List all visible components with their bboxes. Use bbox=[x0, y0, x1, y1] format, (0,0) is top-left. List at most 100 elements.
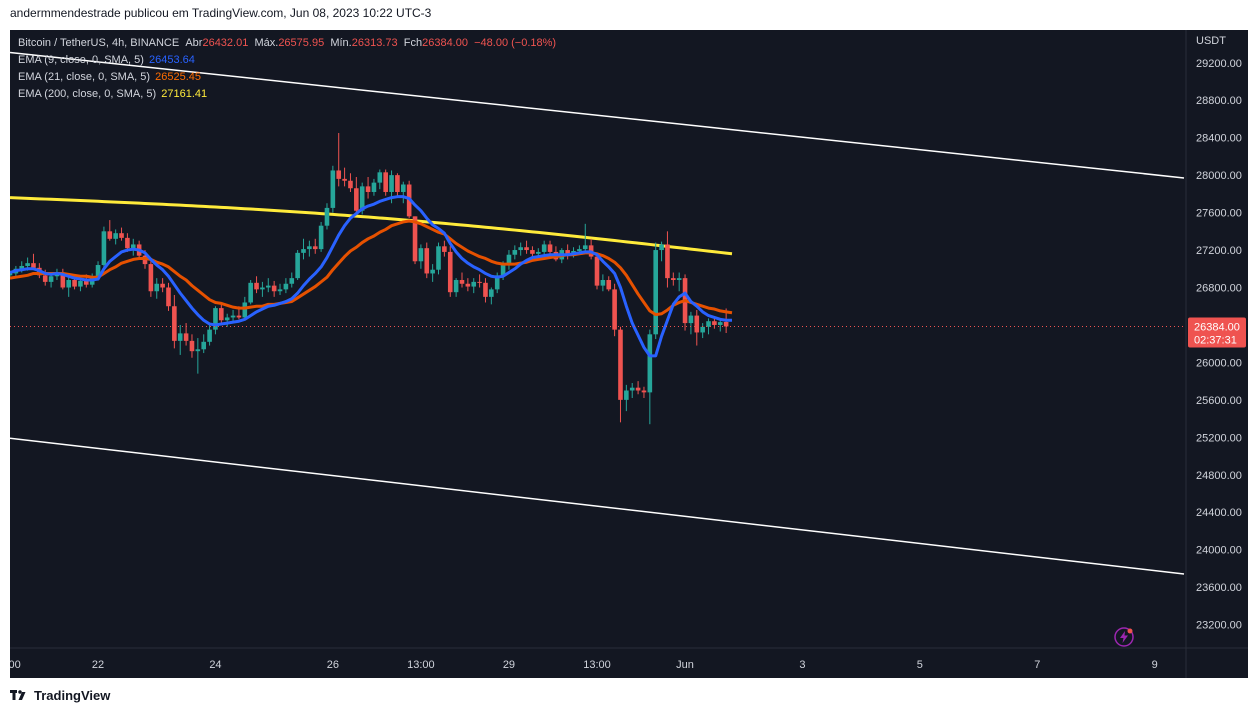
candle-body[interactable] bbox=[254, 282, 259, 290]
last-price-badge[interactable] bbox=[1188, 317, 1246, 348]
candle-body[interactable] bbox=[717, 322, 723, 325]
candle-body[interactable] bbox=[647, 334, 653, 393]
candle-body[interactable] bbox=[95, 265, 101, 277]
candle-body[interactable] bbox=[506, 254, 512, 266]
candle-body[interactable] bbox=[418, 248, 424, 262]
lightning-icon[interactable] bbox=[1113, 626, 1135, 648]
candle-body[interactable] bbox=[512, 250, 518, 255]
candle-body[interactable] bbox=[265, 285, 271, 288]
candle-body[interactable] bbox=[324, 207, 330, 226]
candle-body[interactable] bbox=[494, 275, 500, 290]
candle-body[interactable] bbox=[694, 315, 700, 333]
candle-body[interactable] bbox=[318, 225, 324, 250]
candle-body[interactable] bbox=[541, 244, 547, 252]
candle-body[interactable] bbox=[665, 244, 670, 279]
candle-body[interactable] bbox=[84, 280, 89, 285]
candle-body[interactable] bbox=[148, 264, 154, 292]
candle-body[interactable] bbox=[412, 216, 418, 262]
symbol-title[interactable]: Bitcoin / TetherUS, 4h, BINANCE bbox=[18, 37, 180, 49]
candle-body[interactable] bbox=[489, 289, 494, 297]
candle-body[interactable] bbox=[101, 231, 107, 266]
candle-body[interactable] bbox=[671, 278, 676, 281]
candle-body[interactable] bbox=[641, 390, 647, 393]
candle-body[interactable] bbox=[10, 273, 13, 276]
candle-body[interactable] bbox=[154, 283, 160, 292]
candle-body[interactable] bbox=[400, 184, 406, 192]
candle-body[interactable] bbox=[42, 275, 48, 282]
candle-body[interactable] bbox=[307, 246, 312, 250]
candle-body[interactable] bbox=[195, 349, 201, 352]
candle-body[interactable] bbox=[242, 302, 248, 318]
candle-body[interactable] bbox=[600, 280, 606, 286]
candle-body[interactable] bbox=[213, 308, 218, 330]
candle-body[interactable] bbox=[471, 281, 477, 287]
candle-body[interactable] bbox=[354, 188, 359, 211]
candle-body[interactable] bbox=[436, 246, 441, 270]
candle-body[interactable] bbox=[248, 282, 253, 303]
candle-body[interactable] bbox=[312, 246, 318, 250]
candle-body[interactable] bbox=[453, 280, 459, 293]
candle-body[interactable] bbox=[430, 269, 435, 274]
candle-body[interactable] bbox=[113, 233, 118, 239]
candle-body[interactable] bbox=[524, 247, 529, 251]
candle-body[interactable] bbox=[618, 329, 623, 400]
legend-ema21-row[interactable]: EMA (21, close, 0, SMA, 5) 26525.45 bbox=[18, 69, 556, 86]
candle-body[interactable] bbox=[342, 178, 347, 181]
candle-body[interactable] bbox=[78, 280, 83, 287]
candle-body[interactable] bbox=[383, 172, 388, 192]
candle-body[interactable] bbox=[271, 285, 277, 292]
ema200-line[interactable] bbox=[10, 196, 733, 256]
candle-body[interactable] bbox=[125, 237, 130, 249]
candle-body[interactable] bbox=[659, 244, 664, 251]
candle-body[interactable] bbox=[612, 289, 617, 330]
legend-ema200-row[interactable]: EMA (200, close, 0, SMA, 5) 27161.41 bbox=[18, 86, 556, 103]
candle-body[interactable] bbox=[477, 281, 482, 283]
candle-body[interactable] bbox=[577, 249, 582, 251]
candle-body[interactable] bbox=[594, 256, 600, 286]
candle-body[interactable] bbox=[119, 233, 124, 238]
candle-body[interactable] bbox=[712, 321, 717, 325]
ema21-line[interactable] bbox=[10, 219, 733, 317]
candle-body[interactable] bbox=[207, 329, 212, 342]
candle-body[interactable] bbox=[172, 306, 177, 341]
candle-body[interactable] bbox=[160, 283, 165, 288]
candle-body[interactable] bbox=[25, 263, 30, 266]
candle-body[interactable] bbox=[483, 282, 488, 297]
candle-body[interactable] bbox=[301, 249, 306, 253]
candle-body[interactable] bbox=[48, 276, 54, 282]
currency-label[interactable]: USDT bbox=[1196, 35, 1226, 47]
candle-body[interactable] bbox=[31, 263, 36, 268]
candle-body[interactable] bbox=[130, 244, 136, 249]
channel-lower-line[interactable] bbox=[10, 437, 1185, 575]
candle-body[interactable] bbox=[371, 182, 377, 192]
candle-body[interactable] bbox=[19, 265, 25, 269]
candle-body[interactable] bbox=[447, 251, 453, 293]
candle-body[interactable] bbox=[547, 244, 553, 252]
candle-body[interactable] bbox=[518, 247, 523, 251]
candle-body[interactable] bbox=[442, 246, 447, 252]
legend-ema9-row[interactable]: EMA (9, close, 0, SMA, 5) 26453.64 bbox=[18, 52, 556, 69]
candle-body[interactable] bbox=[465, 283, 471, 287]
candle-body[interactable] bbox=[723, 321, 729, 327]
candle-body[interactable] bbox=[653, 250, 658, 335]
candle-body[interactable] bbox=[219, 308, 224, 321]
candle-body[interactable] bbox=[348, 180, 353, 189]
candle-body[interactable] bbox=[201, 341, 207, 350]
candle-body[interactable] bbox=[624, 390, 629, 400]
candle-body[interactable] bbox=[500, 265, 506, 276]
candle-body[interactable] bbox=[236, 315, 242, 318]
candle-body[interactable] bbox=[230, 315, 236, 318]
candle-body[interactable] bbox=[289, 278, 295, 284]
candle-body[interactable] bbox=[60, 272, 66, 288]
candle-body[interactable] bbox=[277, 289, 283, 292]
candle-body[interactable] bbox=[459, 280, 465, 284]
candle-body[interactable] bbox=[189, 340, 195, 352]
candle-body[interactable] bbox=[424, 248, 430, 274]
candle-body[interactable] bbox=[582, 245, 588, 250]
candle-body[interactable] bbox=[183, 333, 189, 341]
chart-frame[interactable]: USDT 23200.00 23600.00 24000.00 24400.00 2480… bbox=[10, 30, 1248, 678]
candle-body[interactable] bbox=[365, 186, 371, 192]
candle-body[interactable] bbox=[177, 333, 183, 341]
candle-body[interactable] bbox=[635, 387, 641, 391]
candle-body[interactable] bbox=[359, 186, 365, 211]
